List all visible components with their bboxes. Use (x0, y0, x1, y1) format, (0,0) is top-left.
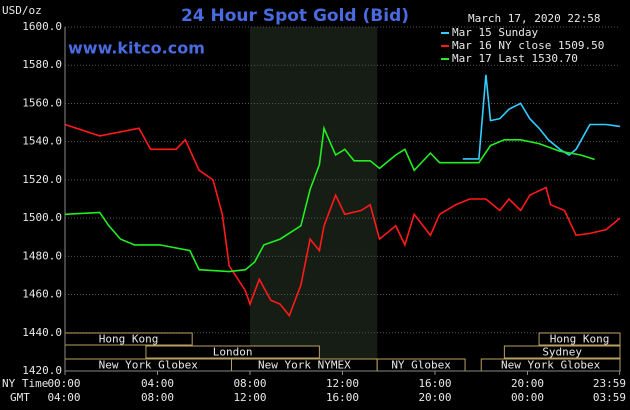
series-line (462, 74, 621, 160)
x-axis-label: NY Time (2, 377, 48, 390)
y-tick-label: 1500.0 (22, 211, 62, 224)
y-tick-label: 1580.0 (22, 58, 62, 71)
session-label: Hong Kong (550, 333, 610, 346)
subtitle: www.kitco.com (68, 39, 205, 58)
session-label: Hong Kong (99, 333, 159, 346)
y-tick-label: 1440.0 (22, 326, 62, 339)
session-label: New York NYMEX (258, 359, 351, 372)
x-tick-label: 20:00 (511, 377, 544, 390)
legend-label: Mar 16 NY close 1509.50 (452, 39, 604, 52)
y-tick-label: 1600.0 (22, 20, 62, 33)
x2-tick-label: 03:59 (593, 391, 626, 404)
x2-tick-label: 00:00 (511, 391, 544, 404)
x-tick-label: 04:00 (141, 377, 174, 390)
session-label: Sydney (542, 346, 582, 359)
x2-tick-label: 04:00 (47, 391, 80, 404)
session-box (538, 332, 621, 346)
y-tick-label: 1520.0 (22, 173, 62, 186)
session-label: New York Globex (501, 359, 601, 372)
y-tick-label: 1560.0 (22, 96, 62, 109)
session-label: New York Globex (99, 359, 199, 372)
series-line (64, 125, 595, 273)
x-tick-label: 23:59 (593, 377, 626, 390)
session-label: London (213, 346, 253, 359)
x-tick-label: 16:00 (418, 377, 451, 390)
session-label: NY Globex (391, 359, 451, 372)
x2-tick-label: 20:00 (418, 391, 451, 404)
x2-axis-label: GMT (10, 391, 30, 404)
x2-tick-label: 12:00 (233, 391, 266, 404)
session-box (145, 345, 320, 359)
y-axis-label: USD/oz (2, 4, 42, 17)
session-box (503, 345, 621, 359)
y-tick-label: 1480.0 (22, 249, 62, 262)
chart-title: 24 Hour Spot Gold (Bid) (181, 6, 409, 26)
series-line (64, 123, 621, 318)
legend-label: Mar 17 Last 1530.70 (452, 52, 578, 65)
x2-tick-label: 08:00 (141, 391, 174, 404)
x2-tick-label: 16:00 (326, 391, 359, 404)
x-tick-label: 08:00 (233, 377, 266, 390)
shaded-region (250, 27, 378, 371)
x-tick-label: 00:00 (47, 377, 80, 390)
y-tick-label: 1420.0 (22, 364, 62, 377)
timestamp: March 17, 2020 22:58 (468, 12, 600, 25)
x-tick-label: 12:00 (326, 377, 359, 390)
y-tick-label: 1460.0 (22, 288, 62, 301)
legend-label: Mar 15 Sunday (452, 26, 538, 39)
y-tick-label: 1540.0 (22, 135, 62, 148)
